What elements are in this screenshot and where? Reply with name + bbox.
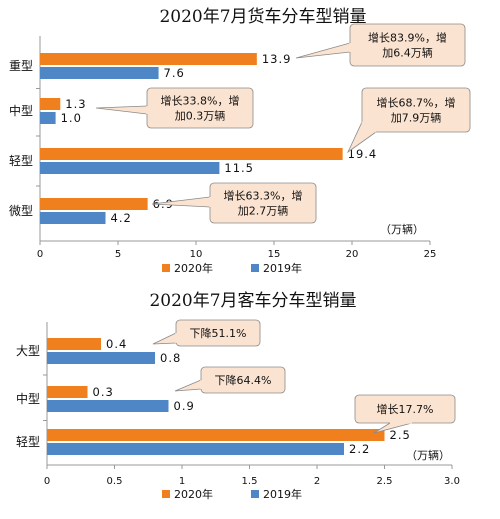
data-label: 19.4 [348, 147, 378, 161]
category-label: 轻型 [9, 154, 33, 168]
category-label: 微型 [9, 204, 33, 218]
callout-text: 增长33.8%，增 [161, 94, 240, 108]
callout-text: 增长68.7%，增 [377, 96, 456, 110]
callout-box: 下降64.4% [174, 366, 286, 394]
bar-2019 [40, 112, 56, 124]
bar-2019 [47, 352, 155, 364]
data-label: 13.9 [262, 52, 292, 66]
category-label: 重型 [9, 59, 33, 73]
x-tick-label: 25 [424, 249, 437, 260]
callout-bubble [349, 23, 466, 67]
unit-label: （万辆） [380, 222, 424, 236]
x-tick-label: 5 [115, 249, 121, 260]
callout-pointer [95, 105, 148, 115]
legend-swatch-2020 [162, 490, 170, 498]
legend-label: 2019年 [263, 487, 302, 501]
x-tick-label: 10 [190, 249, 203, 260]
x-tick-label: 0.5 [107, 476, 123, 487]
x-tick-label: 1 [179, 476, 185, 487]
callout-text: 加2.7万辆 [238, 204, 289, 218]
callout-text: 增长17.7% [377, 402, 434, 416]
legend-label: 2020年 [174, 487, 213, 501]
bar-2020 [40, 148, 343, 160]
callout-pointer [152, 332, 177, 345]
callout-box: 增长33.8%，增加0.3万辆 [95, 87, 254, 129]
callout-bubble [361, 87, 471, 133]
category-label: 中型 [16, 391, 40, 406]
x-tick-label: 0 [37, 249, 43, 260]
category-label: 轻型 [16, 435, 40, 449]
data-label: 0.3 [93, 385, 114, 399]
legend: 2020年 2019年 [162, 261, 302, 275]
callout-joint [361, 121, 377, 133]
callout-text: 下降51.1% [190, 326, 247, 340]
legend-label: 2019年 [263, 261, 302, 275]
data-label: 4.2 [111, 211, 132, 225]
unit-label: （万辆） [406, 448, 450, 462]
legend-swatch-2020 [162, 264, 170, 272]
x-tick-label: 20 [346, 249, 359, 260]
x-tick-label: 15 [268, 249, 281, 260]
data-label: 1.3 [65, 97, 86, 111]
callout-box: 增长63.3%，增加2.7万辆 [151, 182, 317, 224]
category-label: 大型 [16, 344, 40, 358]
category-label: 中型 [9, 103, 33, 118]
bar-2019 [47, 443, 344, 455]
callout-pointer [295, 42, 351, 59]
bar-2020 [40, 98, 61, 110]
legend-swatch-2019 [251, 490, 259, 498]
legend-label: 2020年 [174, 261, 213, 275]
data-label: 0.4 [106, 337, 127, 351]
x-tick-label: 1.5 [242, 476, 258, 487]
callout-text: 增长63.3%，增 [224, 189, 303, 203]
data-label: 0.8 [160, 351, 181, 365]
data-label: 2.2 [349, 442, 370, 456]
bar-2019 [40, 67, 159, 79]
x-tick-label: 2.5 [377, 476, 393, 487]
callout-text: 加6.4万辆 [382, 46, 433, 60]
data-label: 11.5 [224, 161, 254, 175]
data-label: 7.6 [164, 66, 185, 80]
callout-box: 增长83.9%，增加6.4万辆 [295, 23, 466, 67]
bar-2020 [47, 338, 101, 350]
callout-pointer [174, 379, 202, 392]
callout-text: 增长83.9%，增 [368, 31, 447, 45]
chart-title: 2020年7月货车分车型销量 [159, 7, 366, 27]
data-label: 2.5 [390, 428, 411, 442]
bar-2020 [47, 386, 88, 398]
callout-box: 下降51.1% [152, 319, 261, 347]
bar-2019 [40, 212, 106, 224]
bar-2020 [47, 429, 385, 441]
bar-2019 [40, 162, 220, 174]
callout-box: 增长17.7% [354, 394, 456, 434]
chart-panel-2: 2020年7月客车分车型销量 0 0.5 1 1.5 2 2.5 3.0 大型 0.4 0.8 中型 0… [16, 291, 460, 501]
chart-title: 2020年7月客车分车型销量 [149, 291, 356, 311]
legend: 2020年 2019年 [162, 487, 302, 501]
callout-text: 下降64.4% [215, 373, 272, 387]
callout-text: 加0.3万辆 [175, 109, 226, 123]
chart-panel-1: 2020年7月货车分车型销量 0 5 10 15 20 25 重型 13.9 7.6 中型 1.31.… [9, 7, 471, 275]
data-label: 0.9 [174, 399, 195, 413]
legend-swatch-2019 [251, 264, 259, 272]
callout-box: 增长68.7%，增加7.9万辆 [346, 87, 471, 154]
bar-2020 [40, 53, 257, 65]
callout-text: 加7.9万辆 [391, 111, 442, 125]
bar-2020 [40, 198, 148, 210]
x-tick-label: 0 [44, 476, 50, 487]
x-tick-label: 2 [314, 476, 320, 487]
data-label: 1.0 [61, 111, 82, 125]
bar-2019 [47, 400, 169, 412]
x-tick-label: 3.0 [444, 476, 460, 487]
